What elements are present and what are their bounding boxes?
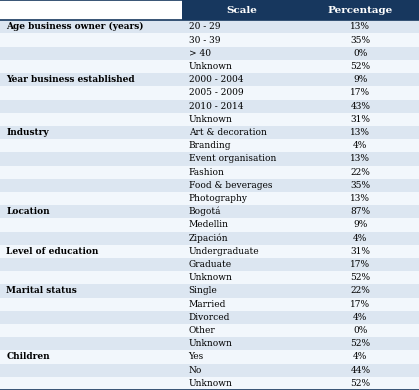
Text: 2005 - 2009: 2005 - 2009 xyxy=(189,89,243,98)
Text: 13%: 13% xyxy=(350,194,370,203)
Text: Children: Children xyxy=(6,353,50,362)
Text: 30 - 39: 30 - 39 xyxy=(189,35,220,44)
Text: 4%: 4% xyxy=(353,353,367,362)
Text: 4%: 4% xyxy=(353,234,367,243)
Bar xyxy=(0,350,419,363)
Text: Location: Location xyxy=(6,207,50,216)
Bar xyxy=(0,271,419,284)
Bar xyxy=(0,34,419,47)
Text: 87%: 87% xyxy=(350,207,370,216)
Text: 2000 - 2004: 2000 - 2004 xyxy=(189,75,243,84)
Text: Unknown: Unknown xyxy=(189,339,233,348)
Text: 31%: 31% xyxy=(350,247,370,256)
Text: Marital status: Marital status xyxy=(6,287,77,296)
Bar xyxy=(0,298,419,311)
Text: 0%: 0% xyxy=(353,49,367,58)
Bar xyxy=(0,139,419,152)
Text: 22%: 22% xyxy=(350,287,370,296)
Bar xyxy=(0,20,419,34)
Text: 17%: 17% xyxy=(350,300,370,308)
Bar xyxy=(0,99,419,113)
Bar xyxy=(0,47,419,60)
Text: 13%: 13% xyxy=(350,22,370,31)
Bar xyxy=(0,324,419,337)
Text: Married: Married xyxy=(189,300,226,308)
Bar xyxy=(0,152,419,165)
Text: 9%: 9% xyxy=(353,75,367,84)
Text: Event organisation: Event organisation xyxy=(189,154,276,163)
Bar xyxy=(0,311,419,324)
Text: 52%: 52% xyxy=(350,273,370,282)
Text: Food & beverages: Food & beverages xyxy=(189,181,272,190)
Text: 52%: 52% xyxy=(350,339,370,348)
Text: 4%: 4% xyxy=(353,141,367,150)
Text: 44%: 44% xyxy=(350,366,370,375)
Text: Unknown: Unknown xyxy=(189,273,233,282)
Text: Graduate: Graduate xyxy=(189,260,232,269)
Text: Age business owner (years): Age business owner (years) xyxy=(6,22,144,32)
Bar xyxy=(0,377,419,390)
Text: Yes: Yes xyxy=(189,353,204,362)
Text: 2010 - 2014: 2010 - 2014 xyxy=(189,102,243,111)
Text: Single: Single xyxy=(189,287,217,296)
Text: 52%: 52% xyxy=(350,379,370,388)
Bar xyxy=(0,258,419,271)
Text: Bogotá: Bogotá xyxy=(189,207,221,216)
Text: 35%: 35% xyxy=(350,181,370,190)
Text: Unknown: Unknown xyxy=(189,62,233,71)
Text: Industry: Industry xyxy=(6,128,49,137)
Text: Branding: Branding xyxy=(189,141,231,150)
Text: Unknown: Unknown xyxy=(189,379,233,388)
Bar xyxy=(0,60,419,73)
Text: Scale: Scale xyxy=(227,5,257,15)
Text: Year business established: Year business established xyxy=(6,75,135,84)
Bar xyxy=(0,0,182,20)
Bar xyxy=(0,86,419,99)
Text: Fashion: Fashion xyxy=(189,168,225,177)
Text: Photography: Photography xyxy=(189,194,248,203)
Bar xyxy=(0,179,419,192)
Text: Other: Other xyxy=(189,326,215,335)
Bar xyxy=(0,192,419,205)
Bar xyxy=(0,218,419,232)
Text: 52%: 52% xyxy=(350,62,370,71)
Text: Undergraduate: Undergraduate xyxy=(189,247,259,256)
Bar xyxy=(182,0,302,20)
Text: 20 - 29: 20 - 29 xyxy=(189,22,220,31)
Bar xyxy=(0,363,419,377)
Text: No: No xyxy=(189,366,202,375)
Text: Level of education: Level of education xyxy=(6,247,98,256)
Text: Divorced: Divorced xyxy=(189,313,230,322)
Text: 9%: 9% xyxy=(353,220,367,229)
Text: 13%: 13% xyxy=(350,154,370,163)
Bar xyxy=(0,205,419,218)
Text: > 40: > 40 xyxy=(189,49,211,58)
Bar xyxy=(0,245,419,258)
Text: 22%: 22% xyxy=(350,168,370,177)
Text: 4%: 4% xyxy=(353,313,367,322)
Bar xyxy=(0,284,419,298)
Text: 17%: 17% xyxy=(350,89,370,98)
Text: Unknown: Unknown xyxy=(189,115,233,124)
Bar xyxy=(0,113,419,126)
Bar xyxy=(0,126,419,139)
Bar xyxy=(302,0,419,20)
Bar xyxy=(0,165,419,179)
Text: Zipación: Zipación xyxy=(189,233,228,243)
Text: 35%: 35% xyxy=(350,35,370,44)
Bar xyxy=(0,337,419,350)
Bar xyxy=(0,232,419,245)
Text: Art & decoration: Art & decoration xyxy=(189,128,266,137)
Text: Medellin: Medellin xyxy=(189,220,228,229)
Text: 13%: 13% xyxy=(350,128,370,137)
Text: 17%: 17% xyxy=(350,260,370,269)
Text: 31%: 31% xyxy=(350,115,370,124)
Text: 0%: 0% xyxy=(353,326,367,335)
Bar xyxy=(0,73,419,86)
Text: Percentage: Percentage xyxy=(328,5,393,15)
Text: 43%: 43% xyxy=(350,102,370,111)
